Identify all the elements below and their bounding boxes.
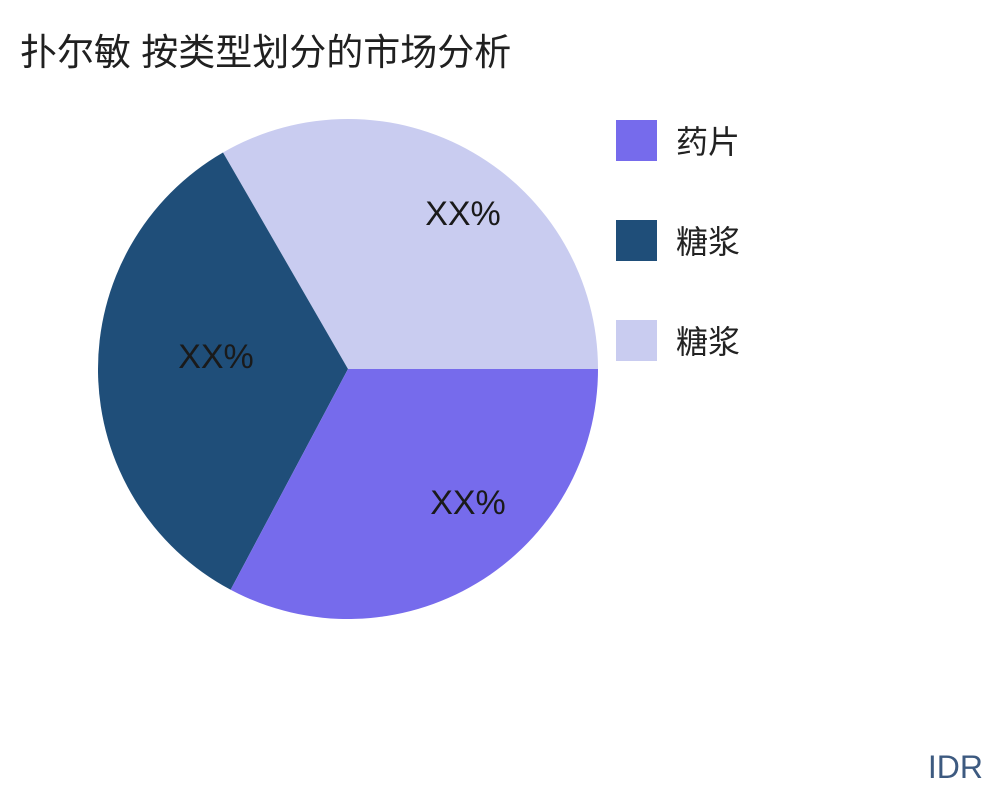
svg-text:XX%: XX% [425,195,501,233]
svg-text:XX%: XX% [430,484,506,522]
svg-text:XX%: XX% [178,338,254,376]
